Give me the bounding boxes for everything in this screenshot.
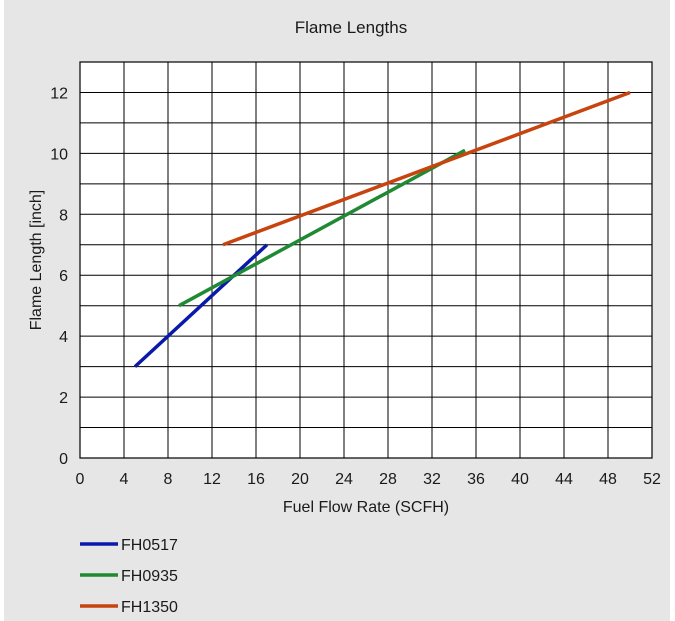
series-line-fh0935 bbox=[178, 148, 466, 308]
y-tick-label: 4 bbox=[59, 329, 68, 346]
x-tick-label: 8 bbox=[164, 471, 173, 488]
legend: FH0517 FH0935 FH1350 bbox=[80, 537, 178, 616]
series-line-fh0517 bbox=[133, 243, 269, 368]
x-tick-label: 20 bbox=[291, 471, 309, 488]
x-tick-label: 52 bbox=[643, 471, 661, 488]
x-tick-label: 44 bbox=[555, 471, 573, 488]
y-tick-label: 0 bbox=[59, 451, 68, 468]
x-tick-label: 48 bbox=[599, 471, 617, 488]
x-tick-label: 12 bbox=[203, 471, 221, 488]
x-tick-label: 16 bbox=[247, 471, 265, 488]
x-tick-labels: 0 4 8 12 16 20 24 28 32 36 40 44 48 52 bbox=[76, 471, 661, 488]
y-tick-label: 10 bbox=[50, 146, 68, 163]
x-tick-label: 32 bbox=[423, 471, 441, 488]
plot-area bbox=[80, 62, 652, 458]
x-tick-label: 24 bbox=[335, 471, 353, 488]
y-tick-label: 6 bbox=[59, 268, 68, 285]
y-tick-label: 8 bbox=[59, 207, 68, 224]
y-axis-label: Flame Length [inch] bbox=[28, 190, 45, 331]
data-series bbox=[133, 90, 631, 368]
legend-label: FH0517 bbox=[121, 537, 178, 554]
x-tick-label: 4 bbox=[120, 471, 129, 488]
chart-frame: Flame Lengths 0 4 8 12 16 20 24 28 32 36 40 44 48 52 … bbox=[4, 0, 670, 621]
legend-label: FH1350 bbox=[121, 599, 178, 616]
x-tick-label: 28 bbox=[379, 471, 397, 488]
y-tick-labels: 0 2 4 6 8 10 12 bbox=[50, 85, 68, 468]
grid-lines bbox=[80, 62, 652, 458]
plot-border bbox=[79, 61, 653, 459]
legend-label: FH0935 bbox=[121, 568, 178, 585]
chart-title: Flame Lengths bbox=[295, 18, 407, 37]
y-tick-label: 12 bbox=[50, 85, 68, 102]
x-tick-label: 36 bbox=[467, 471, 485, 488]
x-tick-label: 40 bbox=[511, 471, 529, 488]
x-tick-label: 0 bbox=[76, 471, 85, 488]
series-line-fh1350 bbox=[222, 90, 631, 247]
line-chart: Flame Lengths 0 4 8 12 16 20 24 28 32 36 40 44 48 52 … bbox=[28, 18, 661, 616]
x-axis-label: Fuel Flow Rate (SCFH) bbox=[283, 499, 449, 516]
y-tick-label: 2 bbox=[59, 390, 68, 407]
